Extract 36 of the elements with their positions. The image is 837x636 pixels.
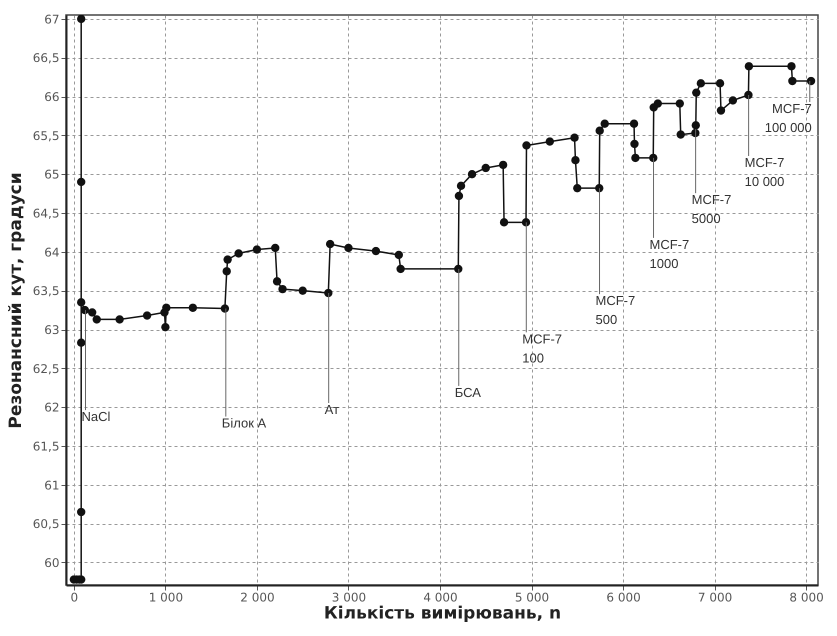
y-tick-label: 66 [44, 90, 60, 104]
x-tick-label: 4 000 [423, 590, 458, 604]
x-tick-label: 0 [70, 590, 78, 604]
y-tick-label: 63 [44, 323, 60, 338]
annotation: MCF-7 1000 [650, 236, 690, 271]
y-tick-label: 65 [44, 168, 60, 182]
annotation: MCF-7 5000 [692, 192, 732, 226]
annotation: MCF-7 10 000 [744, 154, 784, 189]
y-tick-label: 66,5 [32, 51, 60, 66]
x-axis-title: Кількість вимірювань, n [324, 604, 562, 624]
annotation: Білок А [222, 416, 266, 431]
annotation: БСА [454, 384, 482, 400]
y-tick-label: 61 [44, 478, 60, 492]
annotation: MCF-7 100 000 [764, 101, 812, 136]
x-tick-label: 6 000 [606, 590, 641, 604]
y-tick-label: 62,5 [32, 362, 60, 376]
y-tick-label: 63,5 [32, 284, 60, 298]
x-tick-label: 7 000 [698, 590, 732, 604]
x-tick-label: 1 000 [148, 590, 184, 604]
x-tick-label: 2 000 [240, 590, 275, 604]
annotation: MCF-7 500 [596, 293, 636, 328]
y-tick-label: 62 [44, 400, 60, 415]
y-tick-label: 64 [44, 245, 60, 260]
y-tick-label: 67 [44, 12, 60, 26]
y-axis-title: Резонансний кут, градуси [6, 172, 26, 429]
y-tick-label: 60 [44, 556, 60, 570]
y-tick-label: 60,5 [32, 517, 60, 532]
annotation: Ат [324, 402, 340, 418]
y-tick-label: 64,5 [32, 206, 60, 221]
annotation: NaCl [81, 409, 110, 424]
x-tick-label: 8 000 [789, 590, 824, 604]
x-tick-label: 5 000 [514, 590, 550, 604]
x-tick-label: 3 000 [332, 590, 366, 604]
annotation: MCF-7 100 [522, 331, 562, 366]
y-tick-label: 61,5 [32, 439, 60, 454]
y-tick-label: 65,5 [32, 128, 60, 143]
